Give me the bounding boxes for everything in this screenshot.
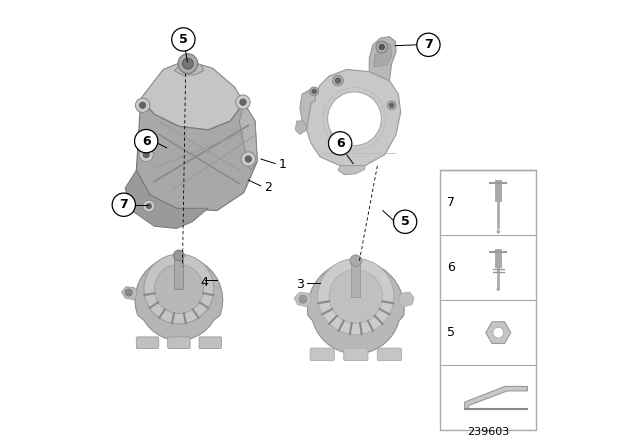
FancyBboxPatch shape — [168, 337, 190, 349]
Circle shape — [350, 255, 362, 267]
Circle shape — [146, 203, 152, 209]
Text: 6: 6 — [447, 261, 455, 274]
Text: 2: 2 — [264, 181, 272, 194]
FancyBboxPatch shape — [378, 348, 401, 361]
Circle shape — [299, 295, 307, 303]
Circle shape — [173, 250, 184, 261]
FancyBboxPatch shape — [351, 261, 360, 297]
Circle shape — [310, 87, 319, 96]
Polygon shape — [294, 292, 312, 307]
Circle shape — [497, 288, 500, 291]
FancyBboxPatch shape — [440, 170, 536, 430]
Circle shape — [387, 101, 396, 110]
Text: 6: 6 — [336, 137, 344, 150]
Circle shape — [335, 78, 340, 83]
Circle shape — [112, 193, 136, 216]
Circle shape — [172, 28, 195, 51]
Circle shape — [182, 58, 193, 69]
Text: 4: 4 — [200, 276, 208, 289]
FancyBboxPatch shape — [136, 337, 159, 349]
Circle shape — [144, 254, 214, 324]
Text: 1: 1 — [279, 158, 287, 172]
Circle shape — [312, 89, 316, 94]
Circle shape — [136, 98, 150, 112]
Text: 3: 3 — [296, 278, 305, 291]
Circle shape — [236, 95, 250, 109]
Circle shape — [417, 33, 440, 56]
Circle shape — [328, 92, 381, 146]
Polygon shape — [136, 99, 257, 211]
Circle shape — [140, 102, 146, 108]
Text: 239603: 239603 — [467, 427, 509, 437]
Text: 5: 5 — [447, 326, 455, 339]
Polygon shape — [122, 287, 138, 300]
Circle shape — [379, 44, 385, 50]
Polygon shape — [296, 121, 307, 134]
Polygon shape — [307, 69, 401, 166]
Circle shape — [493, 327, 504, 338]
Circle shape — [245, 156, 252, 162]
FancyBboxPatch shape — [344, 348, 368, 361]
Circle shape — [139, 147, 154, 162]
Polygon shape — [369, 37, 396, 81]
Circle shape — [328, 132, 352, 155]
Circle shape — [125, 289, 132, 296]
Circle shape — [333, 75, 343, 86]
Polygon shape — [239, 103, 257, 170]
Polygon shape — [307, 261, 404, 354]
Text: 7: 7 — [424, 38, 433, 52]
Polygon shape — [338, 166, 365, 175]
Text: 6: 6 — [142, 134, 150, 148]
Circle shape — [143, 200, 155, 212]
Polygon shape — [135, 256, 223, 340]
Text: 5: 5 — [179, 33, 188, 46]
Polygon shape — [465, 386, 527, 409]
Circle shape — [154, 264, 204, 314]
Circle shape — [317, 258, 394, 335]
Circle shape — [497, 230, 500, 234]
Circle shape — [143, 151, 149, 158]
Polygon shape — [141, 60, 244, 130]
FancyBboxPatch shape — [199, 337, 221, 349]
Circle shape — [376, 41, 388, 53]
Circle shape — [394, 210, 417, 233]
Polygon shape — [300, 90, 316, 130]
Circle shape — [134, 129, 158, 153]
Circle shape — [389, 103, 394, 108]
FancyBboxPatch shape — [310, 348, 334, 361]
FancyBboxPatch shape — [174, 255, 184, 289]
Text: 5: 5 — [401, 215, 410, 228]
Circle shape — [240, 99, 246, 105]
Circle shape — [329, 270, 383, 323]
Circle shape — [241, 152, 255, 166]
Circle shape — [178, 54, 198, 73]
Polygon shape — [125, 170, 208, 228]
Polygon shape — [174, 62, 204, 75]
Text: 7: 7 — [447, 196, 455, 209]
Polygon shape — [374, 43, 392, 67]
Text: 7: 7 — [120, 198, 128, 211]
Polygon shape — [398, 292, 414, 307]
